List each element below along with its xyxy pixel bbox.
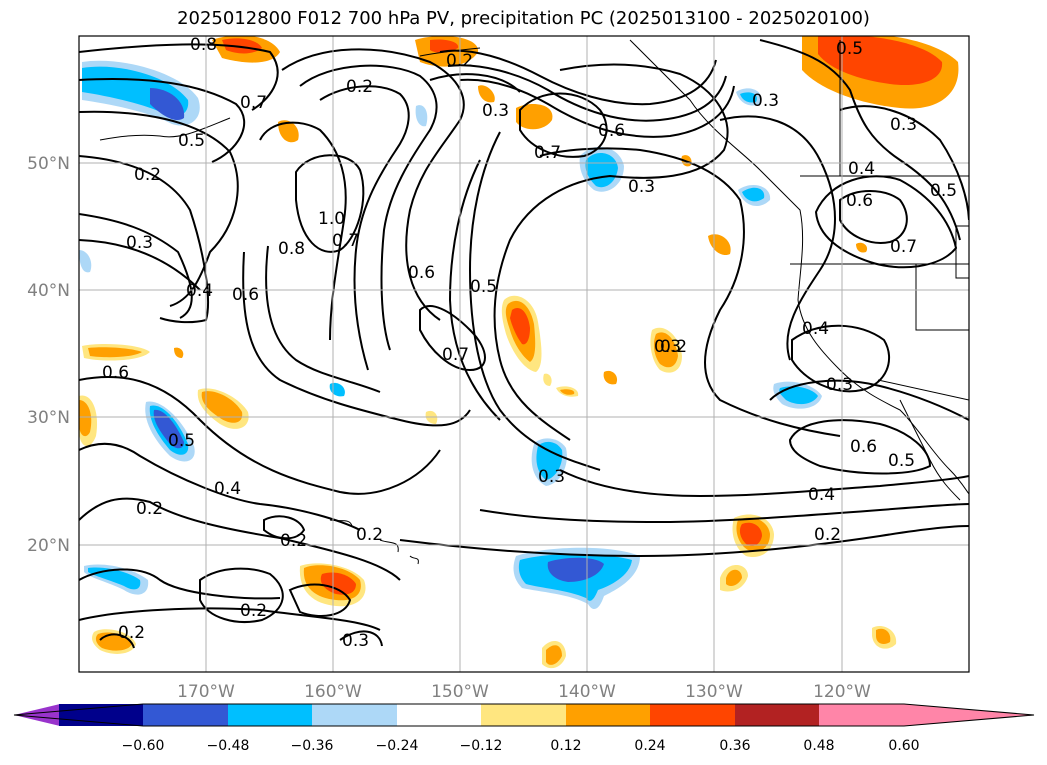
colorbar-tick-label: −0.60: [122, 738, 165, 754]
colorbar-tick-label: −0.36: [291, 738, 334, 754]
contour-label: 0.5: [168, 431, 195, 451]
contour-label: 0.4: [848, 159, 875, 179]
contour-label: 0.5: [178, 131, 205, 151]
contour-label: 0.6: [846, 191, 873, 211]
contour-label: 0.4: [802, 319, 829, 339]
contour-label: 0.3: [342, 631, 369, 651]
contour-label: 0.5: [836, 39, 863, 59]
contour-label: 0.2: [346, 77, 373, 97]
colorbar-bin: [566, 704, 651, 726]
lat-label: 50°N: [27, 154, 70, 174]
lat-label: 40°N: [27, 281, 70, 301]
contour-label: 0.5: [930, 181, 957, 201]
contour-labels: 0.8 0.5 0.2 0.3 0.2 0.7 0.5 0.2 0.3 0.4 …: [102, 35, 957, 651]
contour-label: 0.3: [890, 115, 917, 135]
lon-label: 130°W: [685, 682, 743, 702]
colorbar-bin: [819, 704, 905, 726]
lon-label: 120°W: [813, 682, 871, 702]
contour-label: 0.4: [214, 479, 241, 499]
contour-label: 0.2: [136, 499, 163, 519]
contour-label: 0.2: [660, 337, 687, 357]
contour-label: 0.3: [628, 177, 655, 197]
colorbar-tick-label: −0.12: [460, 738, 503, 754]
graticule: [79, 36, 969, 672]
colorbar-tick-label: −0.48: [207, 738, 250, 754]
contour-label: 0.5: [888, 451, 915, 471]
contour-label: 0.3: [654, 337, 681, 357]
contour-label: 0.2: [280, 531, 307, 551]
contour-label: 0.5: [470, 277, 497, 297]
contour-label: 0.7: [534, 143, 561, 163]
colorbar-bin: [397, 704, 482, 726]
lon-label: 140°W: [558, 682, 616, 702]
colorbar-outline: [13, 703, 1035, 727]
colorbar-bin: [650, 704, 736, 726]
colorbar-bin: [735, 704, 820, 726]
lat-label: 30°N: [27, 408, 70, 428]
contour-label: 0.2: [356, 525, 383, 545]
map-frame: [78, 35, 970, 673]
contour-label: 0.6: [598, 121, 625, 141]
contour-label: 0.3: [126, 233, 153, 253]
contour-label: 0.6: [232, 285, 259, 305]
colorbar-arrow-high: [904, 704, 1034, 726]
contour-label: 0.2: [814, 525, 841, 545]
colorbar-arrow-low: [14, 704, 60, 726]
latitude-labels: 50°N 40°N 30°N 20°N: [27, 154, 70, 556]
contour-label: 0.2: [240, 601, 267, 621]
contour-label: 0.2: [134, 165, 161, 185]
colorbar-bin: [143, 704, 229, 726]
contour-label: 0.4: [186, 281, 213, 301]
colorbar-tick-label: 0.24: [634, 738, 665, 754]
contour-label: 0.8: [190, 35, 217, 55]
lat-label: 20°N: [27, 536, 70, 556]
colorbar-ticks: −0.60 −0.48 −0.36 −0.24 −0.12 0.12 0.24 …: [122, 738, 920, 754]
contour-label: 0.7: [240, 93, 267, 113]
lon-label: 160°W: [304, 682, 362, 702]
colorbar-bin: [312, 704, 398, 726]
lon-label: 150°W: [431, 682, 489, 702]
contour-label: 0.4: [808, 485, 835, 505]
colorbar-tick-label: −0.24: [376, 738, 419, 754]
longitude-labels: 170°W 160°W 150°W 140°W 130°W 120°W: [177, 682, 871, 702]
colorbar-tick-label: 0.12: [550, 738, 581, 754]
contour-label: 0.7: [332, 231, 359, 251]
colorbar-bin: [228, 704, 313, 726]
colorbar-tick-label: 0.60: [888, 738, 919, 754]
contour-label: 1.0: [318, 209, 345, 229]
contour-label: 0.7: [442, 345, 469, 365]
pv-contours: [79, 39, 969, 649]
colorbar-tick-label: 0.48: [803, 738, 834, 754]
map-title: 2025012800 F012 700 hPa PV, precipitatio…: [177, 8, 870, 29]
contour-label: 0.3: [538, 467, 565, 487]
contour-label: 0.7: [890, 237, 917, 257]
contour-label: 0.3: [826, 375, 853, 395]
contour-label: 0.3: [482, 101, 509, 121]
contour-label: 0.6: [408, 263, 435, 283]
lon-label: 170°W: [177, 682, 235, 702]
colorbar-bin: [481, 704, 567, 726]
contour-label: 0.3: [752, 91, 779, 111]
colorbar: −0.60 −0.48 −0.36 −0.24 −0.12 0.12 0.24 …: [13, 703, 1035, 754]
contour-label: 0.2: [446, 51, 473, 71]
contour-label: 0.6: [850, 437, 877, 457]
colorbar-tick-label: 0.36: [719, 738, 750, 754]
contour-label: 0.8: [278, 239, 305, 259]
contour-label: 0.6: [102, 363, 129, 383]
contour-label: 0.2: [118, 623, 145, 643]
